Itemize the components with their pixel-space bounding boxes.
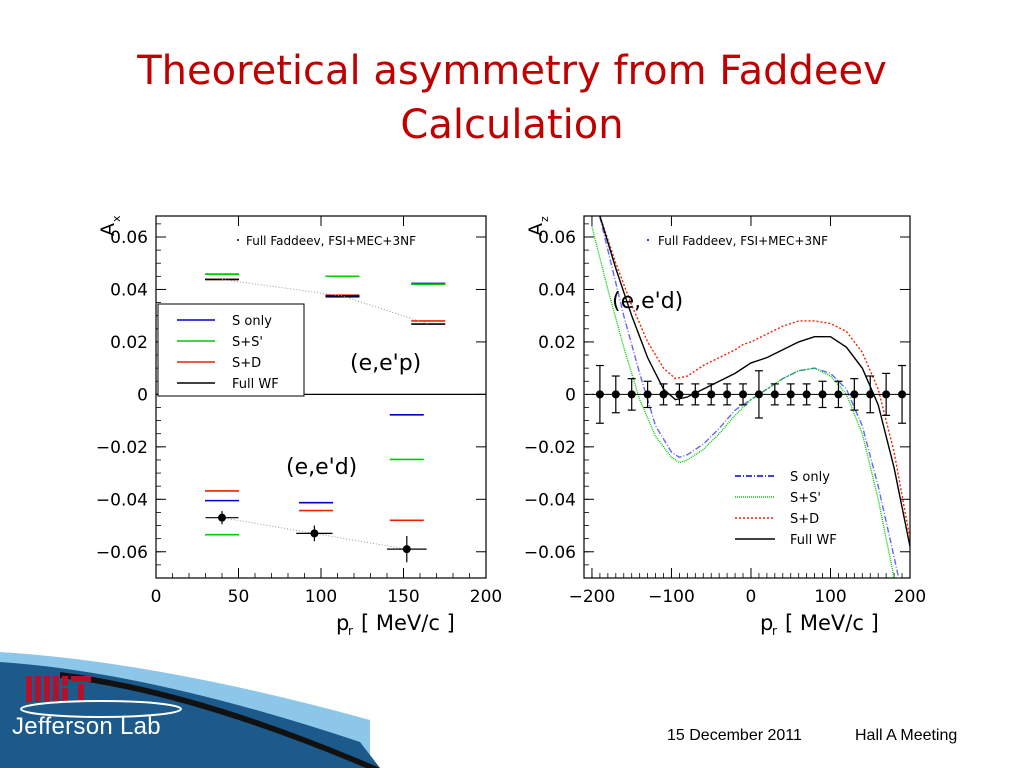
x-tick-label: 200 (470, 587, 502, 607)
x-tick-label: 50 (228, 587, 250, 607)
x-axis-label: p (336, 611, 349, 635)
x-tick-label: 0 (746, 587, 757, 607)
x-axis-label: p (760, 611, 773, 635)
band-black-stripe (60, 672, 380, 768)
jefferson-lab-text: Jefferson Lab (12, 713, 161, 740)
legend-label: Full WF (232, 377, 279, 392)
x-tick-label: 100 (305, 587, 337, 607)
slide-title: Theoretical asymmetry from Faddeev Calcu… (40, 44, 984, 152)
chart-1: 0.06 0.04 0.02 0 −0.02 −0.04 −0.06 0 50 100 150 200… (96, 215, 502, 638)
curve-s-d (599, 216, 910, 539)
legend-label: S only (232, 314, 272, 329)
y-axis-label: A (97, 223, 119, 236)
y-axis-label: A (525, 223, 547, 236)
annotation-eed: (e,e'd) (612, 289, 683, 314)
y-tick-label: 0.02 (538, 333, 576, 353)
legend-label: S+S' (790, 491, 821, 506)
y-tick-label: 0.06 (110, 228, 148, 248)
data-point (310, 529, 319, 538)
legend: S only S+S' S+D Full WF (157, 303, 305, 397)
legend-label: S+D (790, 512, 819, 527)
header-legend-dot (237, 239, 239, 241)
curve-s-s- (591, 226, 895, 578)
x-tick-label: 0 (151, 587, 162, 607)
y-tick-label: −0.02 (96, 438, 148, 458)
slide-title-line1: Theoretical asymmetry from Faddeev (137, 48, 887, 94)
curve-s-only (598, 216, 900, 578)
y-tick-label: −0.06 (96, 543, 148, 563)
x-tick-label: 150 (387, 587, 419, 607)
mit-logo-icon (20, 676, 182, 718)
annotation-eed: (e,e'd) (286, 455, 357, 480)
y-tick-label: 0 (565, 385, 576, 405)
x-tick-label: 200 (894, 587, 926, 607)
legend-label: Full WF (790, 533, 837, 548)
data-point (402, 545, 411, 554)
y-axis-label-sub: z (538, 216, 551, 222)
legend-label: S+S' (232, 335, 263, 350)
x-tick-label: 100 (814, 587, 846, 607)
chart-2: 0.06 0.04 0.02 0 −0.02 −0.04 −0.06 −200 −100 0 100… (524, 215, 926, 638)
slide-title-line2: Calculation (400, 102, 624, 148)
legend-label: S only (790, 470, 830, 485)
y-tick-label: 0 (137, 385, 148, 405)
annotation-eep: (e,e'p) (350, 351, 421, 376)
y-tick-label: 0.04 (110, 280, 148, 300)
x-axis-unit: [ MeV/c ] (361, 611, 455, 635)
jefferson-lab-logo: Jefferson Lab (6, 674, 206, 760)
y-tick-label: −0.04 (524, 490, 576, 510)
curves (591, 216, 910, 578)
legend-label: S+D (232, 356, 261, 371)
y-tick-label: −0.04 (96, 490, 148, 510)
header-legend-dot (647, 239, 649, 241)
y-tick-label: 0.04 (538, 280, 576, 300)
x-tick-label: −100 (648, 587, 695, 607)
legend: S only S+S' S+D Full WF (735, 470, 837, 548)
y-tick-label: −0.02 (524, 438, 576, 458)
x-axis-label-sub: r (772, 624, 777, 638)
header-legend-text: Full Faddeev, FSI+MEC+3NF (246, 234, 416, 248)
y-tick-label: −0.06 (524, 543, 576, 563)
x-tick-label: −200 (569, 587, 616, 607)
curve-full-wf (599, 216, 910, 547)
y-tick-label: 0.06 (538, 228, 576, 248)
y-tick-label: 0.02 (110, 333, 148, 353)
y-axis-label-sub: x (110, 215, 123, 222)
footer-date: 15 December 2011 (667, 727, 802, 744)
footer-meeting: Hall A Meeting (855, 727, 958, 744)
x-axis-label-sub: r (348, 624, 353, 638)
x-axis-unit: [ MeV/c ] (785, 611, 879, 635)
header-legend-text: Full Faddeev, FSI+MEC+3NF (658, 234, 828, 248)
data-point (218, 513, 226, 522)
band-dark-swoosh (0, 662, 380, 768)
